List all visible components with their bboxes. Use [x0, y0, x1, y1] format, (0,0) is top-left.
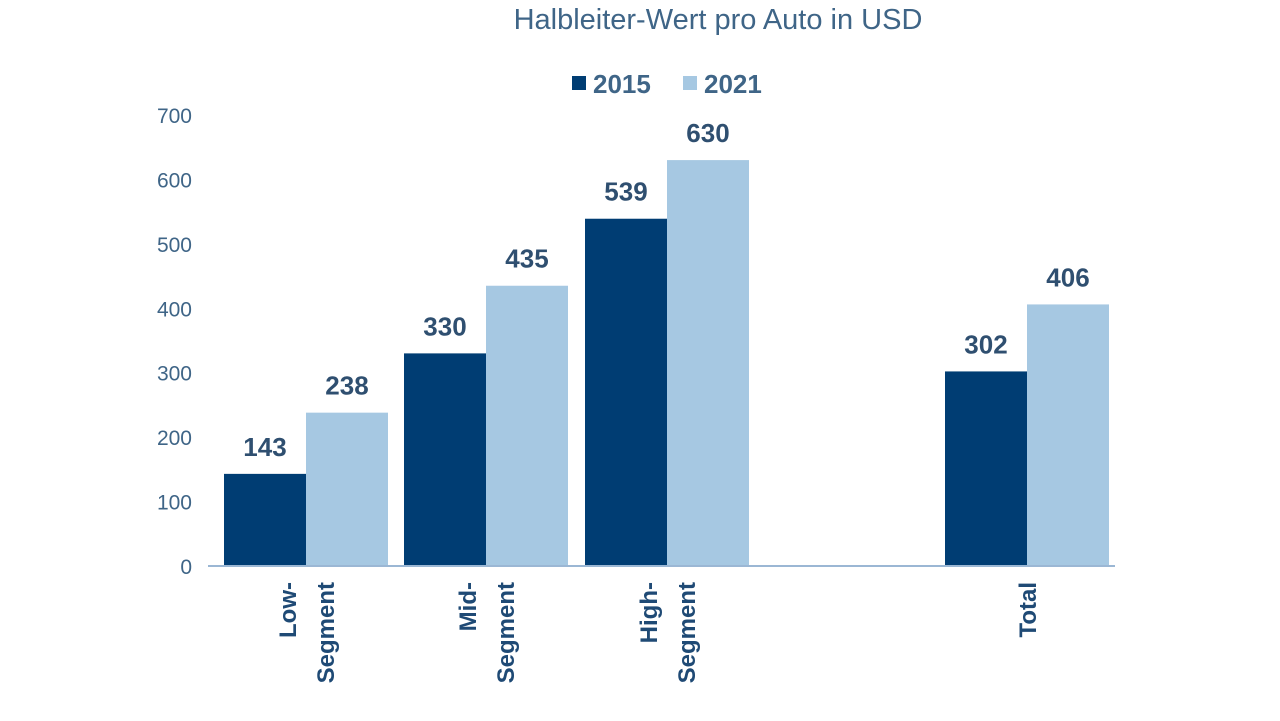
bar-2021 [486, 285, 568, 566]
bars [224, 160, 1109, 567]
bar-2021 [1027, 304, 1109, 566]
y-axis: 0 100 200 300 400 500 600 700 [157, 105, 192, 579]
y-tick-label: 400 [157, 298, 192, 321]
data-label: 143 [243, 432, 286, 462]
legend-swatch-2015 [572, 76, 586, 90]
y-tick-label: 300 [157, 363, 192, 386]
x-tick-label: Segment [493, 582, 520, 683]
legend: 2015 2021 [572, 69, 762, 99]
bar-2015 [224, 473, 306, 566]
data-label: 330 [423, 311, 466, 341]
y-tick-label: 600 [157, 169, 192, 192]
x-tick-label: Total [1015, 582, 1042, 638]
bar-2021 [306, 412, 388, 566]
bar-2015 [585, 218, 667, 567]
data-label: 630 [686, 118, 729, 148]
data-label: 539 [604, 177, 647, 207]
legend-label-2021: 2021 [704, 69, 762, 99]
y-tick-label: 100 [157, 492, 192, 515]
data-label: 435 [505, 244, 548, 274]
x-tick-label: Segment [674, 582, 701, 683]
data-label: 238 [325, 371, 368, 401]
data-label: 302 [964, 329, 1007, 359]
x-tick-label: Segment [313, 582, 340, 683]
x-tick-label: High- [636, 582, 663, 643]
bar-2015 [945, 371, 1027, 566]
x-tick-label: Mid- [455, 582, 482, 631]
data-labels: 143 238 330 435 539 630 302 406 [243, 118, 1089, 462]
y-tick-label: 700 [157, 105, 192, 128]
bar-2015 [404, 353, 486, 566]
x-tick-label: Low- [275, 582, 302, 638]
y-tick-label: 200 [157, 427, 192, 450]
legend-label-2015: 2015 [593, 69, 651, 99]
legend-swatch-2021 [683, 76, 697, 90]
y-tick-label: 0 [180, 556, 192, 579]
bar-2021 [667, 160, 749, 566]
data-label: 406 [1046, 262, 1089, 292]
x-axis: Low- Segment Mid- Segment High- Segment Total [275, 582, 1042, 683]
y-tick-label: 500 [157, 234, 192, 257]
chart-title: Halbleiter-Wert pro Auto in USD [514, 4, 923, 36]
